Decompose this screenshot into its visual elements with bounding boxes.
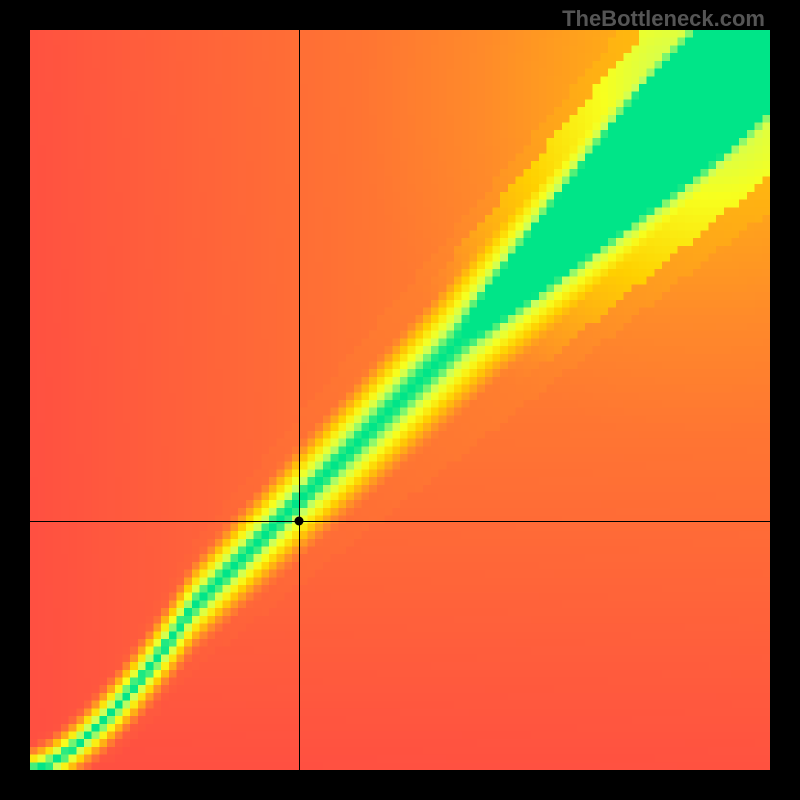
heatmap-canvas	[30, 30, 770, 770]
crosshair-horizontal	[30, 521, 770, 522]
crosshair-vertical	[299, 30, 300, 770]
heatmap-plot	[30, 30, 770, 770]
crosshair-marker-dot	[295, 517, 304, 526]
watermark-text: TheBottleneck.com	[562, 6, 765, 32]
